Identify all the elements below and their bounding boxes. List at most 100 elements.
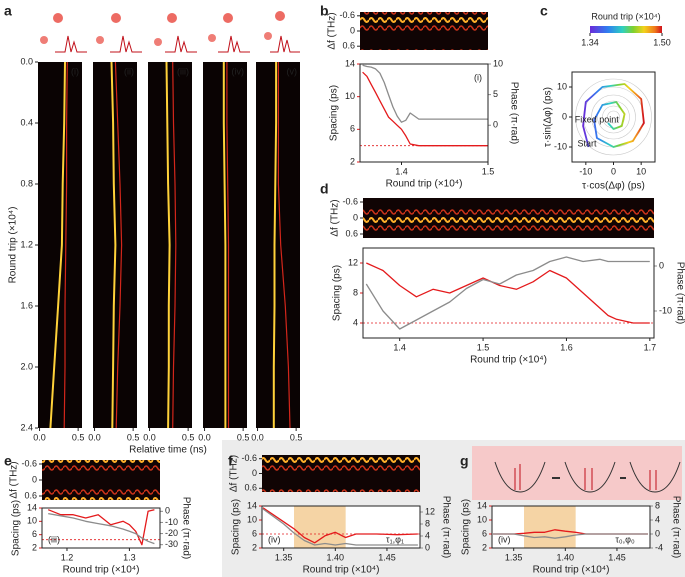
y-axis-label: Round trip (×10⁴)	[8, 207, 19, 284]
y-tick-label: 2	[32, 542, 37, 552]
y2-tick-label: -4	[655, 542, 663, 552]
y-tick-label: 6	[350, 124, 355, 134]
x-axis-label: Round trip (×10⁴)	[63, 565, 140, 576]
annotation: (iv)	[268, 534, 281, 544]
x-tick-label: 0.5	[127, 432, 140, 442]
x-tick-label: 1.45	[608, 552, 626, 562]
y2-tick-label: 8	[655, 500, 660, 510]
plot-frame	[41, 507, 161, 549]
x-axis-label: Round trip (×10⁴)	[303, 565, 380, 576]
y-tick-label: 10	[247, 514, 257, 524]
schematic	[494, 461, 681, 493]
colorbar	[590, 26, 662, 33]
strip-label: (iv)	[232, 66, 245, 76]
y-tick-label: 14	[247, 500, 257, 510]
y-tick-label: -0.6	[241, 453, 257, 463]
x-tick-label: 1.5	[482, 166, 495, 176]
y-tick-label: 0.0	[20, 56, 33, 66]
colorbar-tick-label: 1.50	[653, 37, 671, 47]
y-axis-label: Δf (THz)	[9, 461, 20, 498]
y-tick-label: 6	[252, 528, 257, 538]
guide-circle	[591, 94, 636, 140]
y2-tick-label: 8	[425, 518, 430, 528]
y2-axis-label: Phase (π·rad)	[180, 497, 191, 559]
y2-tick-label: 12	[425, 506, 435, 516]
trace	[110, 61, 117, 429]
y2-axis-label: Phase (π·rad)	[674, 262, 685, 324]
x-tick-label: 1.7	[644, 342, 657, 352]
x-tick-label: 1.5	[477, 342, 490, 352]
x-tick-label: 0.0	[198, 432, 211, 442]
y-tick-label: 2	[252, 542, 257, 552]
strip-label: (v)	[287, 66, 298, 76]
y2-axis-label: Phase (π·rad)	[508, 82, 519, 144]
y2-tick-label: 4	[655, 514, 660, 524]
series-line	[262, 508, 418, 546]
annotation: (iv)	[498, 534, 511, 544]
x-tick-label: 1.2	[61, 552, 74, 562]
x-tick-label: 1.35	[505, 552, 523, 562]
series-line	[365, 256, 650, 330]
spectrogram	[42, 460, 160, 500]
y2-tick-label: 0	[425, 542, 430, 552]
y-axis-label: τ·sin(Δφ) (ps)	[543, 87, 554, 147]
y2-axis-label: Phase (π·rad)	[670, 496, 681, 558]
spectrogram	[262, 455, 420, 492]
annotation: (i)	[474, 72, 482, 82]
panel-letter: g	[460, 453, 469, 469]
trace	[226, 62, 230, 428]
strip-label: (i)	[71, 66, 79, 76]
y2-tick-label: 0	[659, 260, 664, 270]
y2-tick-label: 0	[493, 120, 498, 130]
series-line	[47, 509, 155, 546]
y-axis-label: Spacing (ps)	[231, 499, 242, 555]
x-tick-label: 0	[611, 166, 616, 176]
trajectory	[582, 83, 645, 148]
panel-letter: c	[540, 3, 548, 19]
y-tick-label: 0	[32, 474, 37, 484]
plot-frame	[491, 505, 651, 549]
y-tick-label: 12	[348, 257, 358, 267]
panel-letter: a	[4, 3, 12, 19]
x-tick-label: 1.3	[123, 552, 136, 562]
x-tick-label: 1.6	[560, 342, 573, 352]
y-axis-label: Spacing (ps)	[461, 499, 472, 555]
annotation: (iii)	[48, 534, 60, 544]
y2-tick-label: -20	[165, 528, 178, 538]
x-tick-label: 1.45	[378, 552, 396, 562]
x-tick-label: 1.4	[395, 166, 408, 176]
y-tick-label: 14	[27, 502, 37, 512]
y-tick-label: 14	[345, 58, 355, 68]
y-tick-label: 2	[482, 542, 487, 552]
x-tick-label: 0.0	[33, 432, 46, 442]
guide-circle	[575, 78, 652, 156]
panel-letter: b	[320, 3, 329, 19]
x-tick-label: 1.4	[393, 342, 406, 352]
trace	[165, 61, 171, 429]
series-line	[362, 71, 488, 147]
x-tick-label: 0.5	[237, 432, 250, 442]
x-tick-label: 10	[636, 166, 646, 176]
y2-tick-label: -10	[165, 517, 178, 527]
y-tick-label: 4	[353, 317, 358, 327]
series-line	[262, 507, 418, 544]
trace	[222, 62, 227, 428]
x-tick-label: -10	[579, 166, 592, 176]
x-axis-label: Round trip (×10⁴)	[386, 179, 463, 190]
trace	[63, 61, 68, 429]
y2-tick-label: 4	[425, 530, 430, 540]
x-tick-label: 0.0	[143, 432, 156, 442]
y-tick-label: 6	[32, 529, 37, 539]
y-tick-label: 10	[557, 81, 567, 91]
guide-circle	[597, 100, 630, 134]
x-tick-label: 0.5	[182, 432, 195, 442]
y-tick-label: 2.0	[20, 361, 33, 371]
y-tick-label: 0.6	[244, 483, 257, 493]
trace	[172, 61, 177, 429]
y-tick-label: 8	[353, 287, 358, 297]
strip-label: (iii)	[177, 66, 189, 76]
y-tick-label: 0.6	[24, 490, 37, 500]
y-tick-label: 0	[350, 25, 355, 35]
shaded-region	[524, 506, 576, 548]
panel-letter: f	[228, 453, 233, 469]
